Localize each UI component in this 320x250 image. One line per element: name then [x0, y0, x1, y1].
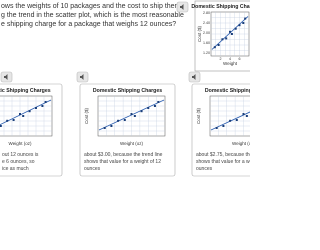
chart-title: Domestic Shipping Charges	[205, 88, 250, 94]
scatter-point	[147, 107, 150, 109]
scatter-point	[22, 115, 25, 117]
y-tick-label: 1.60	[203, 41, 210, 45]
scatter-point	[6, 119, 9, 122]
answer-text: shows that value for a weight of 12	[84, 159, 161, 165]
y-axis-label: Cost ($)	[84, 108, 89, 125]
scatter-point	[35, 107, 37, 109]
answer-text: shows that value for a weight of 12	[196, 159, 250, 165]
answer-text: ounces	[196, 166, 213, 172]
scatter-point	[221, 38, 224, 41]
answer-text: out 12 ounces is	[2, 152, 39, 158]
scatter-point	[229, 30, 231, 33]
chart-title: Domestic Shipping Charges	[93, 88, 162, 94]
chart-title: Domestic Shipping Charges	[191, 4, 250, 10]
question-text: ows the weights of 10 packages and the c…	[1, 3, 181, 10]
answer-text: ounces	[84, 166, 101, 172]
scatter-point	[235, 119, 238, 121]
chart-title: Domestic Shipping Charges	[0, 88, 51, 94]
scatter-point	[19, 113, 21, 115]
scatter-point	[153, 105, 156, 107]
scatter-point	[229, 119, 232, 122]
scatter-point	[244, 17, 247, 20]
y-axis-label: Cost ($)	[197, 26, 202, 43]
scatter-point	[242, 113, 245, 115]
scatter-point	[41, 105, 44, 107]
x-axis-label: Weight (oz)	[232, 141, 250, 146]
x-axis-label: Weight (oz)	[120, 141, 143, 146]
x-tick-label: 4	[229, 57, 231, 61]
answer-text: about $3.00, because the trend line	[84, 152, 163, 158]
scatter-point	[222, 125, 225, 127]
scatter-point	[133, 115, 136, 117]
x-axis-label: Weight (oz)	[9, 141, 32, 146]
scatter-point	[0, 125, 2, 127]
scatter-point	[130, 113, 133, 115]
answer-text: about $2.75, because the trend line	[196, 152, 250, 158]
scatter-point	[123, 119, 126, 121]
scatter-point	[242, 22, 245, 24]
speaker-icon	[192, 74, 196, 80]
y-tick-label: 1.20	[203, 51, 210, 55]
speaker-icon	[80, 74, 84, 80]
scatter-point	[245, 115, 248, 117]
scatter-point	[213, 46, 216, 49]
scatter-point	[117, 119, 120, 122]
scatter-point	[12, 119, 15, 121]
y-tick-label: 2.80	[203, 11, 210, 15]
question-text: e shipping charge for a package that wei…	[1, 21, 176, 28]
scatter-point	[44, 101, 47, 103]
trend-line	[211, 16, 249, 50]
speaker-icon	[180, 4, 184, 10]
x-tick-label: 2	[220, 57, 222, 61]
answer-text: e 6 ounces, so	[2, 159, 35, 165]
scatter-point	[217, 44, 220, 46]
scatter-point	[234, 27, 237, 30]
scatter-point	[238, 24, 241, 27]
speaker-icon	[4, 74, 8, 80]
scatter-point	[140, 110, 143, 113]
x-tick-label: 6	[239, 57, 241, 61]
screen: ows the weights of 10 packages and the c…	[0, 0, 250, 177]
question-text: g the trend in the scatter plot, which i…	[1, 12, 184, 19]
scatter-point	[225, 37, 228, 40]
y-axis-label: Cost ($)	[196, 108, 201, 125]
scatter-point	[103, 127, 106, 129]
scatter-point	[157, 101, 160, 103]
scatter-point	[28, 110, 31, 113]
y-tick-label: 2.40	[203, 21, 210, 25]
scatter-point	[110, 125, 113, 127]
scatter-point	[215, 127, 218, 129]
answer-text: ice as much	[2, 166, 29, 172]
x-axis-label: Weight	[223, 61, 238, 66]
scatter-point	[230, 33, 233, 35]
y-tick-label: 2.00	[203, 31, 210, 35]
